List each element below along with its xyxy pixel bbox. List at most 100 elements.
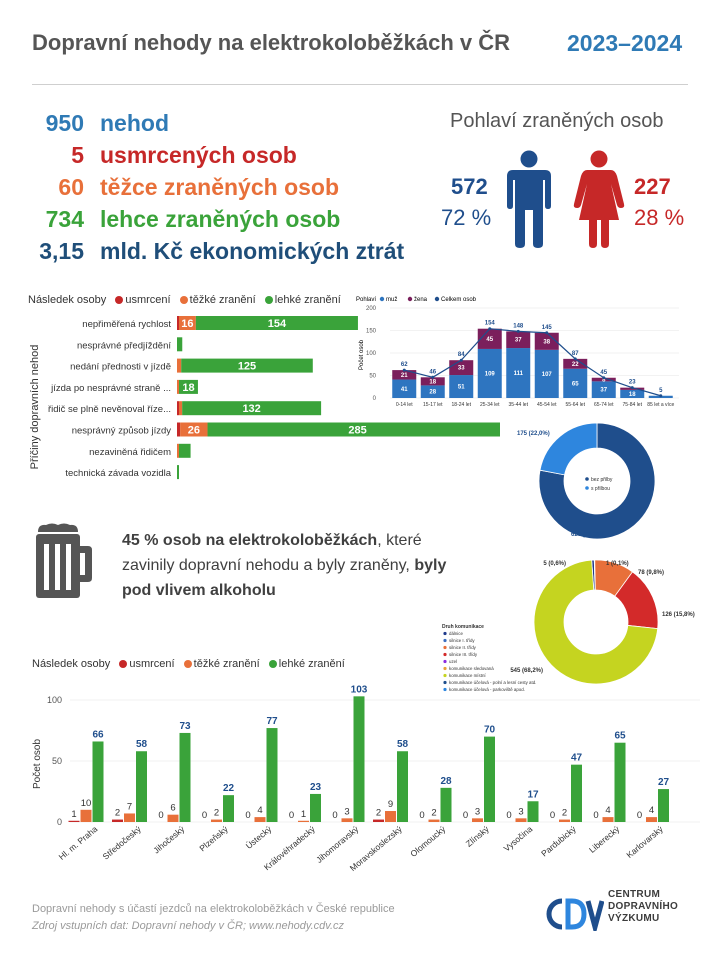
bar-value-label: 285 (348, 425, 366, 437)
bar-fatal (177, 316, 179, 330)
bar-serious (177, 443, 179, 458)
bar-light (179, 732, 191, 822)
stat-fatalities: 5 usmrcených osob (0, 142, 680, 172)
value-male: 111 (514, 371, 524, 377)
x-tick-label: 25-34 let (480, 402, 500, 408)
value-serious: 9 (388, 799, 393, 810)
legend-label: silnice II. třídy (449, 645, 477, 650)
legend-label: Celkem osob (441, 297, 477, 303)
legend-dot (443, 631, 447, 636)
x-tick-label: Vysočina (502, 824, 535, 854)
value-serious: 3 (344, 806, 349, 817)
cdv-logo-icon (546, 898, 604, 931)
legend-label: komunikace účelová - parkoviště apod. (449, 687, 525, 692)
bar-serious (602, 817, 614, 822)
x-tick-label: Karlovarský (624, 823, 665, 860)
x-tick-label: Středočeský (101, 823, 144, 861)
alcohol-text-highlight: 45 % osob na elektrokoloběžkách (122, 532, 378, 549)
total-point (488, 327, 492, 331)
value-serious: 2 (214, 808, 219, 819)
male-count: 572 (451, 174, 488, 199)
value-light: 28 (440, 776, 452, 787)
legend-dot (443, 687, 447, 692)
category-label: jízda po nesprávné straně ... (50, 383, 171, 394)
road-type-donut-chart: 5 (0,6%) 1 (0,1%) 78 (9,8%) 126 (15,8%) 545 … (442, 559, 695, 692)
bar-serious (341, 818, 353, 822)
stat-label: nehod (100, 110, 169, 136)
regions-legend: Následek osoby usmrcení těžké zranění le… (32, 658, 345, 670)
value-serious: 2 (562, 808, 567, 819)
category-label: technická závada vozidla (65, 468, 171, 479)
bar-serious (211, 819, 222, 822)
x-tick-label: 65-74 let (594, 402, 614, 408)
causes-legend: Následek osoby usmrcení těžké zranění le… (28, 294, 341, 306)
value-serious: 3 (518, 806, 523, 817)
value-light: 65 (614, 731, 626, 742)
value-male: 28 (429, 390, 436, 396)
legend-label: bez přilby (591, 477, 613, 483)
alcohol-text-end: byly pod vlivem alkoholu (122, 557, 447, 599)
logo-line: DOPRAVNÍHO (608, 901, 679, 912)
bar-serious (167, 814, 179, 822)
legend-light: lehké zranění (274, 294, 341, 306)
category-label: nesprávný způsob jízdy (72, 426, 172, 437)
value-light: 66 (92, 729, 104, 740)
stat-label: těžce zraněných osob (100, 174, 340, 200)
total-point (573, 357, 577, 361)
legend-label: uzel (449, 659, 457, 664)
x-tick-label: Liberecký (587, 823, 622, 855)
bar-serious (515, 818, 527, 822)
x-tick-label: 35-44 let (509, 402, 529, 408)
value-light: 70 (484, 725, 496, 736)
value-light: 103 (351, 684, 368, 695)
y-tick-label: 0 (373, 396, 377, 402)
alcohol-text-middle: , které zavinily dopravní nehodu a byly … (122, 532, 422, 574)
female-count: 227 (634, 174, 671, 199)
bar-male (420, 385, 445, 398)
legend-dot (443, 680, 447, 685)
bar-female (534, 332, 559, 350)
value-male: 109 (485, 371, 496, 377)
y-tick-label: 0 (57, 817, 62, 827)
legend-label: žena (414, 297, 428, 303)
category-label: nezaviněná řidičem (89, 447, 171, 458)
bar-serious (80, 809, 92, 822)
stat-value: 950 (45, 110, 84, 136)
category-label: nepřiměřená rychlost (82, 319, 171, 330)
y-tick-label: 50 (52, 756, 62, 766)
logo-line: VÝZKUMU (608, 913, 660, 924)
bar-value-label: 132 (242, 403, 260, 415)
value-total: 23 (629, 380, 636, 386)
legend-fatal: usmrcení (129, 658, 175, 670)
slice-label: 126 (15,8%) (662, 612, 695, 618)
y-axis-label: Počet osob (359, 339, 365, 370)
x-tick-label: Ústecký (244, 823, 274, 851)
bar-male (534, 349, 559, 398)
header-divider (32, 84, 688, 85)
bar-serious (124, 813, 135, 822)
stat-value: 734 (45, 206, 84, 232)
bar-serious (646, 817, 657, 822)
value-serious: 3 (475, 806, 480, 817)
x-tick-label: 75-84 let (623, 402, 643, 408)
bar-serious (180, 422, 208, 437)
legend-label: silnice I. třídy (449, 638, 475, 643)
causes-legend-title: Následek osoby (28, 294, 107, 306)
alcohol-text: 45 % osob na elektrokoloběžkách, které z… (122, 528, 462, 603)
male-icon (507, 150, 551, 248)
bar-light (353, 696, 365, 822)
bar-serious (298, 820, 309, 822)
x-tick-label: Jihočeský (151, 823, 187, 855)
value-light: 73 (179, 721, 191, 732)
donut-slice (538, 422, 656, 540)
legend-dot-light (268, 660, 277, 669)
legend-light: lehké zranění (278, 658, 345, 670)
total-point (545, 331, 549, 335)
stat-label: mld. Kč ekonomických ztrát (100, 238, 405, 264)
x-tick-label: 18-24 let (452, 402, 472, 408)
x-tick-label: Jihomoravský (314, 823, 361, 865)
x-tick-label: 45-54 let (537, 402, 557, 408)
x-tick-label: Plzeňský (197, 823, 230, 853)
x-tick-label: Zlínský (464, 823, 492, 848)
